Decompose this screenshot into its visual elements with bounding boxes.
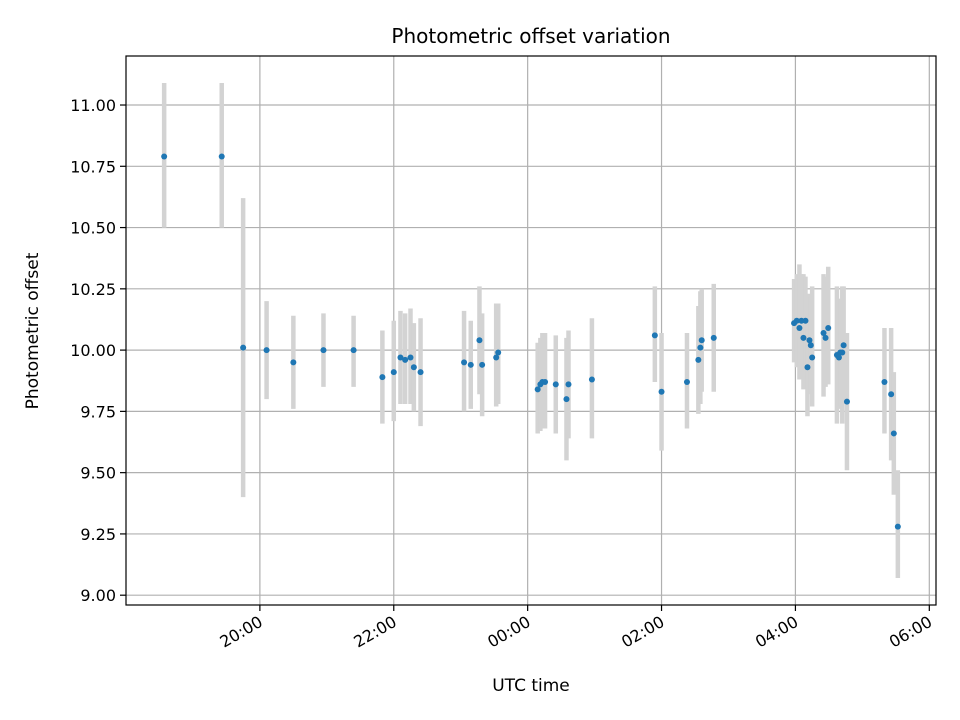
data-point [697,344,704,351]
data-point [651,332,658,339]
y-tick-label: 11.00 [70,96,116,115]
data-point [802,317,809,324]
data-point [820,329,827,336]
data-point [804,364,811,371]
data-point [710,334,717,341]
data-point [843,398,850,405]
y-tick-label: 9.50 [80,464,116,483]
data-point [840,342,847,349]
data-point [218,153,225,160]
y-tick-label: 10.50 [70,219,116,238]
plot-frame [125,55,937,606]
data-point [379,374,386,381]
data-point [835,354,842,361]
y-axis-label: Photometric offset [23,252,43,409]
data-point [839,349,846,356]
data-point [467,361,474,368]
y-tick-label: 10.25 [70,280,116,299]
data-point [890,430,897,437]
data-point [263,347,270,354]
data-point [417,369,424,376]
data-point [461,359,468,366]
data-point [894,523,901,530]
y-tick-label: 9.75 [80,402,116,421]
data-point [479,361,486,368]
data-point [390,369,397,376]
data-point [588,376,595,383]
data-point [542,378,549,385]
data-point [552,381,559,388]
data-point [796,325,803,332]
data-point [683,378,690,385]
data-point [320,347,327,354]
data-point [407,354,414,361]
data-point [698,337,705,344]
data-point [658,388,665,395]
data-point [240,344,247,351]
data-point [563,396,570,403]
data-point [793,317,800,324]
data-point [493,354,500,361]
data-point [822,334,829,341]
y-tick-label: 10.00 [70,341,116,360]
x-axis-label: UTC time [492,676,570,696]
data-point [800,334,807,341]
data-points [161,153,901,530]
y-tick-label: 9.25 [80,525,116,544]
data-point [534,386,541,393]
chart-title: Photometric offset variation [391,24,670,48]
y-tick-label: 9.00 [80,586,116,605]
data-point [350,347,357,354]
data-point [397,354,404,361]
data-point [410,364,417,371]
data-point [881,378,888,385]
data-point [695,356,702,363]
data-point [807,342,814,349]
data-point [809,354,816,361]
y-tick-label: 10.75 [70,157,116,176]
data-point [825,325,832,332]
data-point [476,337,483,344]
data-point [495,349,502,356]
y-axis-ticks: 9.00 9.25 9.50 9.75 10.00 10.25 10.50 10.75 11.0… [70,96,126,605]
data-point [888,391,895,398]
data-point [290,359,297,366]
data-point [161,153,168,160]
data-point [806,337,813,344]
data-point [402,356,409,363]
data-point [565,381,572,388]
